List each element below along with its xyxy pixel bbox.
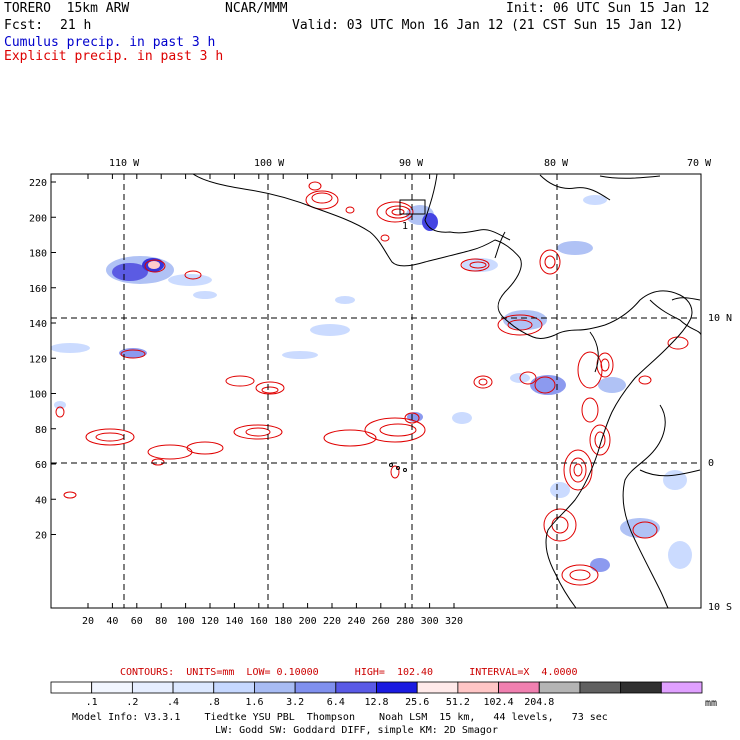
lat-label-10s: 10 S (708, 602, 733, 613)
colorbar-labels: .1 .2 .4 .8 1.6 3.2 6.4 12.8 25.6 51.2 102.4 204.8 (86, 697, 555, 708)
colorbar-swatch (131, 681, 174, 694)
colorbar-label: 102.4 (484, 697, 514, 708)
x-tick-label: 180 (274, 616, 292, 627)
x-tick-label: 140 (225, 616, 243, 627)
y-tick-label: 160 (29, 284, 47, 295)
cumulus-field-title: Cumulus precip. in past 3 h (4, 35, 216, 50)
colorbar-label: 25.6 (405, 697, 429, 708)
coastlines (192, 174, 701, 608)
forecast-label: Fcst: (4, 18, 44, 33)
explicit-precip-contours (55, 181, 689, 586)
colorbar-swatches (50, 681, 703, 694)
forecast-hour: 21 h (60, 18, 92, 33)
y-tick-label: 140 (29, 319, 47, 330)
x-tick-label: 200 (299, 616, 317, 627)
x-tick-label: 280 (396, 616, 414, 627)
y-tick-label: 120 (29, 354, 47, 365)
x-tick-label: 160 (250, 616, 268, 627)
station-point-label: 1 (402, 221, 408, 232)
x-tick-label: 300 (421, 616, 439, 627)
colorbar-swatch (91, 681, 133, 694)
model-info-line1: Model Info: V3.3.1 Tiedtke YSU PBL Thomp… (72, 712, 608, 723)
x-tick-label: 320 (445, 616, 463, 627)
y-tick-label: 40 (35, 495, 47, 506)
y-tick-label: 100 (29, 390, 47, 401)
x-tick-label: 260 (372, 616, 390, 627)
x-tick-label: 60 (131, 616, 143, 627)
model-title: TORERO 15km ARW (4, 1, 130, 16)
colorbar-label: 51.2 (446, 697, 470, 708)
y-tick-label: 60 (35, 460, 47, 471)
map-frame (50, 173, 702, 609)
lat-label-10n: 10 N (708, 313, 733, 324)
precip-layer (51, 174, 701, 608)
colorbar-swatch (335, 681, 377, 694)
colorbar-swatch (579, 681, 622, 694)
y-tick-label: 180 (29, 249, 47, 260)
explicit-field-title: Explicit precip. in past 3 h (4, 49, 224, 64)
colorbar-label: .4 (167, 697, 179, 708)
lon-label-80w: 80 W (544, 158, 569, 169)
colorbar-label: .8 (208, 697, 220, 708)
axis-ticks (51, 174, 455, 608)
colorbar-swatch (620, 681, 662, 694)
lon-label-70w: 70 W (687, 158, 712, 169)
valid-time: Valid: 03 UTC Mon 16 Jan 12 (21 CST Sun … (292, 18, 684, 33)
colorbar-swatch (416, 681, 459, 694)
colorbar-swatch (538, 681, 581, 694)
lon-label-90w: 90 W (399, 158, 424, 169)
init-time: Init: 06 UTC Sun 15 Jan 12 (506, 1, 710, 16)
colorbar-label: .1 (86, 697, 98, 708)
lon-label-100w: 100 W (254, 158, 285, 169)
colorbar-label: 3.2 (286, 697, 304, 708)
x-tick-label: 220 (323, 616, 341, 627)
colorbar-swatch (376, 681, 418, 694)
lon-label-110w: 110 W (109, 158, 140, 169)
contour-info: CONTOURS: UNITS=mm LOW= 0.10000 HIGH= 10… (120, 667, 578, 678)
colorbar-label: 12.8 (364, 697, 388, 708)
colorbar-swatch (660, 681, 703, 694)
colorbar-label: .2 (126, 697, 138, 708)
x-tick-label: 80 (155, 616, 167, 627)
x-tick-label: 40 (106, 616, 118, 627)
model-info-line2: LW: Godd SW: Goddard DIFF, simple KM: 2D… (215, 725, 498, 736)
x-tick-label: 120 (201, 616, 219, 627)
latlon-grid (51, 174, 701, 608)
colorbar-swatch (254, 681, 296, 694)
cumulus-precip-areas (51, 195, 692, 572)
lat-label-equator: 0 (708, 458, 715, 469)
x-tick-label: 240 (347, 616, 365, 627)
colorbar-label: 1.6 (245, 697, 263, 708)
colorbar-swatch (172, 681, 215, 694)
axis-tick-labels: 220 200 180 160 140 120 100 80 60 40 20 20 40 60 80 100… (29, 178, 463, 627)
y-tick-label: 80 (35, 425, 47, 436)
y-tick-label: 200 (29, 213, 47, 224)
colorbar-swatch (457, 681, 499, 694)
y-tick-label: 220 (29, 178, 47, 189)
organization-label: NCAR/MMM (225, 1, 288, 16)
colorbar-label: 204.8 (524, 697, 554, 708)
x-tick-label: 20 (82, 616, 94, 627)
colorbar-swatch (294, 681, 337, 694)
colorbar-label: 6.4 (327, 697, 345, 708)
colorbar-swatch (213, 681, 255, 694)
y-tick-label: 20 (35, 531, 47, 542)
colorbar-swatch (50, 681, 93, 694)
colorbar-unit: mm (705, 698, 717, 709)
colorbar-swatch (498, 681, 540, 694)
x-tick-label: 100 (177, 616, 195, 627)
map-background (51, 174, 701, 608)
